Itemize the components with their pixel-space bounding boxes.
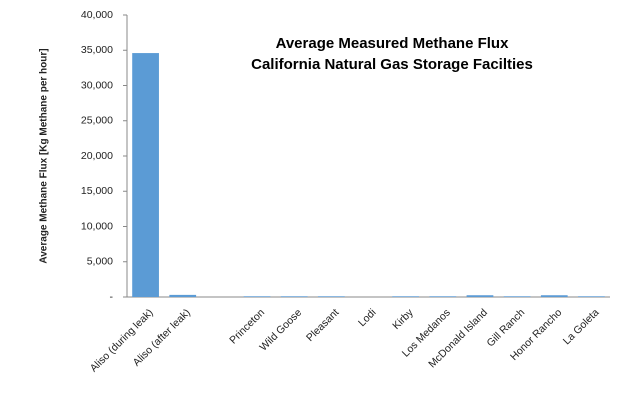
chart-title: Average Measured Methane Flux: [276, 35, 510, 52]
bar: [503, 296, 531, 297]
bar: [392, 296, 420, 297]
y-tick-label: 35,000: [81, 44, 113, 56]
y-axis-label: Average Methane Flux [Kg Methane per hou…: [39, 48, 50, 263]
x-tick-label: Pleasant: [304, 307, 341, 344]
y-tick-label: -: [110, 291, 114, 303]
y-tick-label: 5,000: [87, 256, 113, 268]
bar: [169, 294, 197, 297]
bar: [578, 296, 605, 297]
bar: [317, 296, 345, 297]
bar: [132, 53, 159, 297]
bar: [466, 295, 494, 297]
y-tick-label: 20,000: [81, 150, 113, 162]
x-tick-label: Kirby: [390, 306, 416, 332]
x-tick-label: Lodi: [356, 307, 379, 330]
bar: [243, 296, 271, 297]
y-tick-label: 30,000: [81, 79, 113, 91]
y-tick-label: 15,000: [81, 185, 113, 197]
x-tick-label: La Goleta: [561, 306, 602, 347]
chart-title: California Natural Gas Storage Facilties: [251, 56, 533, 73]
bar: [540, 295, 568, 297]
y-tick-label: 40,000: [81, 9, 113, 21]
x-tick-label: Aliso (during leak): [88, 307, 156, 375]
y-tick-label: 25,000: [81, 115, 113, 127]
bar: [280, 296, 308, 297]
y-tick-label: 10,000: [81, 220, 113, 232]
bar: [429, 296, 457, 297]
